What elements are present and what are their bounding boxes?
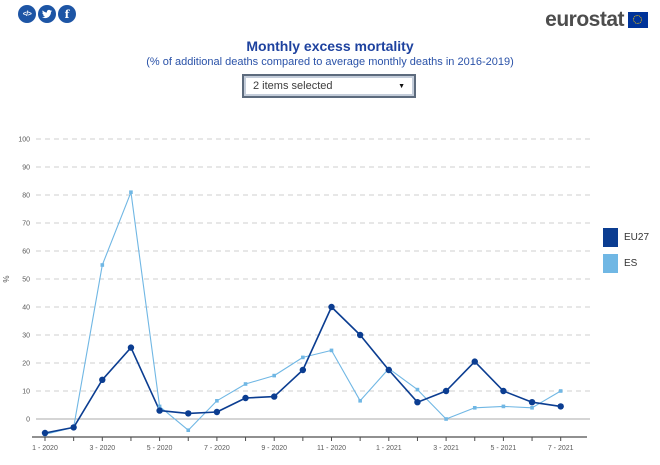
legend-swatch	[603, 254, 618, 273]
eu-flag-stars	[633, 15, 642, 24]
page-subtitle: (% of additional deaths compared to aver…	[146, 56, 514, 68]
y-axis-label: %	[2, 275, 11, 282]
data-point-eu27[interactable]	[414, 399, 421, 406]
y-tick-label: 60	[22, 249, 30, 256]
country-select-value: 2 items selected	[253, 80, 333, 92]
page-title: Monthly excess mortality	[246, 38, 414, 54]
data-point-es[interactable]	[100, 263, 105, 267]
data-point-es[interactable]	[472, 406, 477, 410]
data-point-es[interactable]	[186, 428, 191, 432]
legend-swatch	[603, 228, 618, 247]
legend-label: ES	[624, 258, 638, 269]
x-tick-label: 9 - 2020	[261, 445, 287, 452]
facebook-button[interactable]: f	[58, 5, 76, 23]
data-point-eu27[interactable]	[557, 403, 564, 410]
x-tick-label: 1 - 2020	[32, 445, 58, 452]
data-point-es[interactable]	[215, 399, 219, 403]
series-line-es	[44, 191, 561, 435]
data-point-eu27[interactable]	[299, 366, 307, 374]
y-tick-label: 90	[22, 165, 30, 172]
data-point-eu27[interactable]	[99, 376, 106, 383]
x-tick-label: 5 - 2021	[491, 445, 517, 452]
eurostat-logo-text: eurostat	[545, 8, 624, 31]
y-tick-label: 10	[22, 389, 30, 396]
y-tick-label: 20	[22, 361, 30, 368]
legend-label: EU27	[624, 232, 650, 243]
data-point-es[interactable]	[501, 404, 506, 409]
data-point-eu27[interactable]	[442, 387, 450, 395]
x-tick-label: 3 - 2020	[89, 445, 115, 452]
country-select-dropdown[interactable]: 2 items selected ▼	[242, 74, 416, 98]
mortality-chart[interactable]: 0 10 20 30 40 50 60 70 80 90 100% 1 - 2020 3 - 2020 5…	[0, 120, 660, 465]
data-point-es[interactable]	[272, 373, 276, 378]
x-tick-label: 11 - 2020	[317, 445, 346, 452]
eu-flag-icon	[628, 12, 648, 28]
x-tick-label: 7 - 2020	[204, 445, 230, 452]
data-point-eu27[interactable]	[271, 393, 278, 400]
data-point-eu27[interactable]	[185, 410, 192, 417]
y-tick-label: 100	[18, 137, 30, 144]
data-point-es[interactable]	[329, 348, 334, 353]
data-point-eu27[interactable]	[500, 387, 507, 395]
data-point-eu27[interactable]	[385, 366, 392, 374]
y-tick-label: 0	[26, 417, 30, 424]
data-point-es[interactable]	[530, 406, 534, 410]
data-point-eu27[interactable]	[328, 303, 335, 311]
data-point-es[interactable]	[415, 387, 420, 392]
facebook-icon: f	[64, 7, 70, 21]
x-tick-label: 5 - 2020	[147, 445, 173, 452]
data-point-eu27[interactable]	[70, 424, 77, 431]
embed-code-button[interactable]: </>	[18, 5, 36, 23]
x-tick-label: 7 - 2021	[548, 445, 574, 452]
y-tick-label: 40	[22, 305, 30, 312]
data-point-eu27[interactable]	[471, 358, 478, 365]
data-point-eu27[interactable]	[528, 399, 536, 406]
data-point-eu27[interactable]	[242, 394, 249, 402]
data-point-es[interactable]	[558, 389, 563, 393]
embed-code-icon: </>	[22, 10, 32, 18]
chevron-down-icon: ▼	[398, 82, 405, 90]
y-tick-label: 70	[22, 221, 30, 228]
chart-legend: EU27 ES	[603, 228, 649, 273]
data-point-es[interactable]	[129, 190, 133, 194]
data-point-eu27[interactable]	[127, 344, 135, 351]
data-point-es[interactable]	[157, 404, 162, 409]
data-point-eu27[interactable]	[41, 429, 49, 437]
y-tick-label: 80	[22, 193, 30, 200]
share-bar: </> f	[18, 5, 76, 23]
twitter-button[interactable]	[38, 5, 56, 23]
data-point-es[interactable]	[444, 417, 448, 421]
eurostat-logo[interactable]: eurostat	[545, 8, 648, 32]
data-point-es[interactable]	[301, 355, 305, 360]
data-point-eu27[interactable]	[356, 331, 364, 339]
data-point-es[interactable]	[358, 399, 362, 403]
twitter-icon	[42, 9, 52, 19]
x-tick-label: 3 - 2021	[433, 445, 459, 452]
data-point-eu27[interactable]	[213, 408, 221, 416]
y-tick-label: 30	[22, 333, 30, 340]
legend-item-es[interactable]: ES	[603, 254, 649, 273]
y-tick-label: 50	[22, 277, 30, 284]
x-tick-label: 1 - 2021	[376, 445, 402, 452]
legend-item-eu27[interactable]: EU27	[603, 228, 649, 247]
data-point-es[interactable]	[243, 382, 248, 386]
data-point-eu27[interactable]	[156, 407, 163, 414]
